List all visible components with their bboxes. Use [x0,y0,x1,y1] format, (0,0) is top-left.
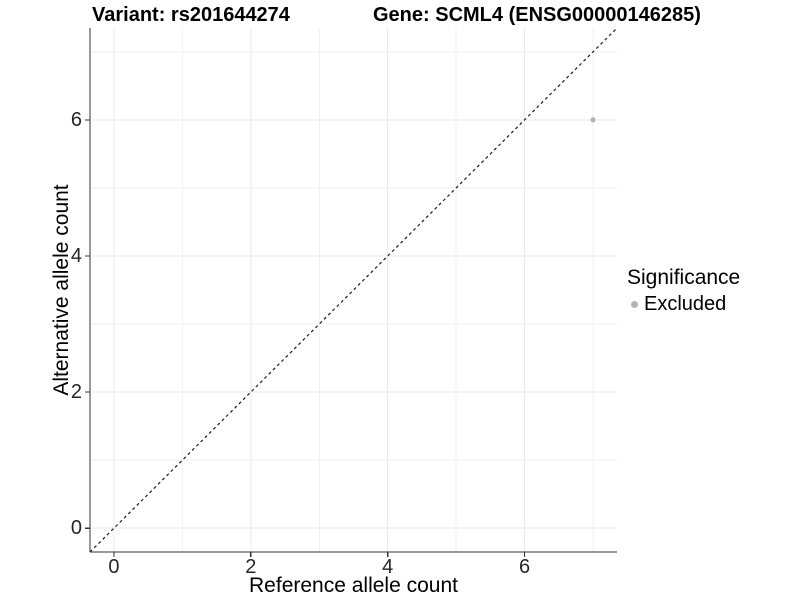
identity-dashed-line [89,27,618,553]
data-point [590,117,596,123]
x-tick-label: 0 [108,556,120,578]
legend: Significance Excluded [627,266,740,316]
y-tick-label: 6 [70,108,82,131]
x-tick-label: 2 [245,556,257,578]
x-tick-label: 4 [382,556,394,578]
y-axis-title: Alternative allele count [50,184,73,396]
excluded-point-swatch-icon [631,301,638,308]
x-tick-label: 6 [519,556,531,578]
legend-title: Significance [627,266,741,289]
legend-entry-excluded: Excluded [627,293,740,316]
y-tick-label: 0 [70,517,82,540]
y-tick-label: 2 [70,381,82,404]
plot-title-variant: Variant: rs201644274 [92,4,290,26]
plot-panel [85,27,618,557]
x-axis-title: Reference allele count [249,574,458,597]
plot-title-gene: Gene: SCML4 (ENSG00000146285) [373,4,701,26]
legend-entry-label: Excluded [644,293,727,315]
y-tick-label: 4 [70,244,82,267]
